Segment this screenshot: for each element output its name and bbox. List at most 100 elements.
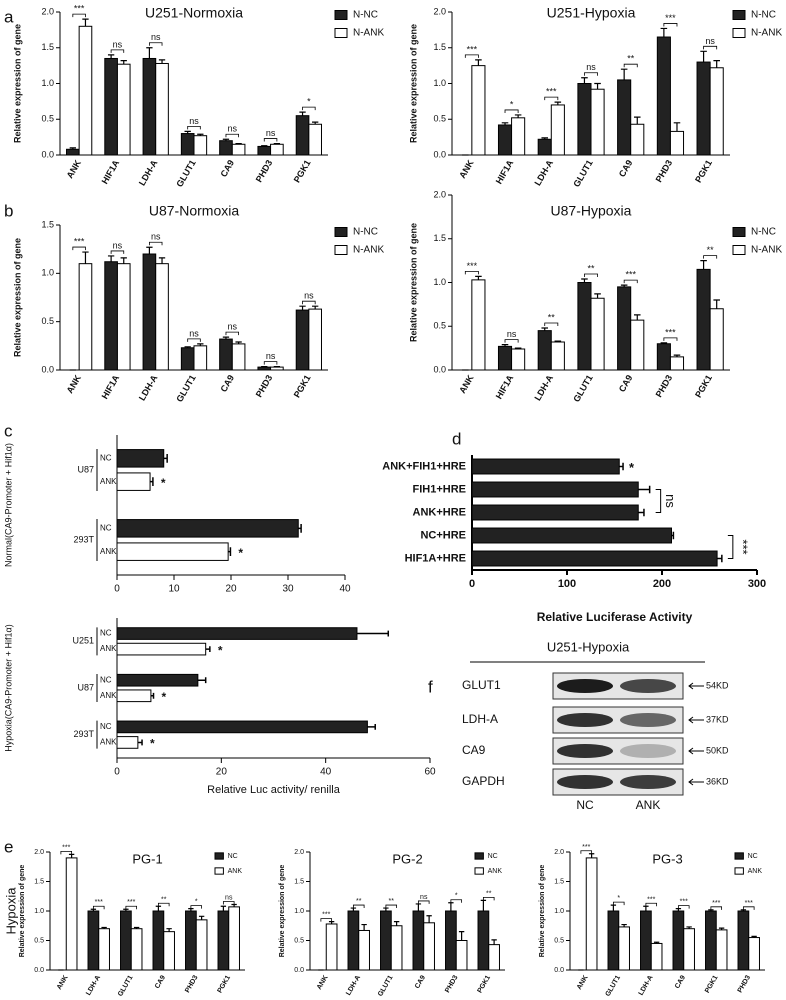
error-bar [475, 59, 482, 66]
error-bar [150, 477, 154, 487]
sig-bracket [612, 901, 625, 906]
x-tick-label: PHD3 [654, 158, 675, 184]
sig-bracket [190, 905, 203, 909]
sig-label: *** [680, 899, 688, 906]
bar [607, 910, 620, 971]
sig-bracket [225, 133, 240, 138]
sig-label: *** [467, 261, 478, 271]
sig-bracket [187, 126, 201, 130]
sig-label: *** [647, 896, 655, 903]
blot-band [557, 713, 613, 727]
chart-title: U87-Normoxia [149, 203, 239, 219]
group-label: U87 [77, 464, 94, 474]
sig-label: ns [225, 895, 233, 902]
y-tick-label: 0.0 [41, 364, 54, 374]
legend-label: N-NC [751, 10, 776, 21]
sig-label: *** [582, 844, 590, 851]
sig-bracket [584, 273, 598, 277]
bar [270, 366, 284, 371]
sig-bracket [677, 905, 690, 909]
bar [116, 736, 139, 749]
group-label: 293T [73, 534, 94, 544]
sig-label: * [307, 97, 311, 107]
error-bar [298, 523, 302, 533]
sig-bracket [663, 23, 678, 27]
bar [577, 282, 592, 371]
sig-bracket [663, 337, 678, 341]
sig-bracket [157, 902, 170, 907]
sig-label: ns [228, 322, 238, 332]
legend-label: NC [228, 853, 238, 860]
error-bar [415, 903, 422, 911]
x-tick-label: ANK [65, 158, 84, 180]
error-bar [491, 939, 497, 945]
bar [630, 319, 645, 371]
bar [104, 261, 118, 371]
blot-column-label: NC [576, 798, 594, 812]
y-tick-label: 2.0 [41, 6, 54, 16]
side-label: Hypoxia [3, 887, 18, 935]
sig-label: * [161, 476, 166, 490]
bar [257, 145, 272, 156]
error-bar [228, 547, 232, 557]
group-label: U251 [72, 636, 94, 646]
sig-bracket [302, 300, 316, 305]
bar [497, 124, 513, 156]
y-axis-label: Relative expression of gene [539, 865, 546, 958]
y-tick-label: NC [100, 722, 112, 731]
y-tick-label: 0.0 [433, 364, 446, 374]
error-bar [653, 941, 660, 944]
y-tick-label: 2.0 [294, 849, 304, 856]
bar [116, 542, 229, 561]
sig-bracket [92, 905, 105, 910]
sig-bracket [703, 255, 718, 259]
x-tick-label: PHD3 [654, 373, 675, 399]
panel-label: a [4, 7, 14, 26]
sig-bracket [623, 63, 638, 68]
sig-bracket [125, 905, 138, 910]
y-tick-label: NC [100, 453, 112, 462]
sig-bracket [385, 904, 398, 909]
legend-label: N-NC [353, 227, 378, 238]
y-axis-label: Hypoxia(CA9-Promoter + Hif1α) [3, 624, 13, 752]
legend-swatch [334, 28, 348, 38]
y-tick-label: 1.5 [294, 878, 304, 885]
y-tick-label: 0.5 [554, 937, 564, 944]
error-bar [588, 853, 595, 858]
bar [709, 67, 724, 156]
y-tick-label: ANK [100, 547, 117, 556]
error-bar [367, 723, 376, 730]
error-bar [235, 142, 242, 145]
error-bar [146, 47, 153, 59]
x-tick-label: LDH-A [137, 373, 160, 403]
sig-label: *** [735, 539, 750, 554]
bar [737, 910, 750, 971]
error-bar [448, 902, 454, 911]
x-tick-label: GLUT1 [377, 974, 395, 997]
bar [308, 308, 322, 371]
bar [488, 944, 500, 971]
y-axis-label: Relative expression of gene [12, 24, 22, 143]
sig-label: ns [151, 232, 161, 242]
legend-swatch [732, 245, 746, 255]
bar [748, 937, 760, 971]
bar [471, 550, 718, 567]
y-tick-label: 0.5 [433, 321, 446, 331]
bar [78, 25, 93, 156]
sig-bracket [504, 109, 519, 113]
sig-label: ns [705, 36, 715, 46]
sig-label: * [195, 899, 198, 906]
legend-label: N-ANK [353, 28, 384, 39]
x-tick-label: 300 [748, 578, 766, 590]
blot-arrow [688, 778, 704, 786]
bar [550, 341, 565, 371]
bar [116, 263, 131, 371]
x-tick-label: PGK1 [693, 373, 714, 399]
y-tick-label: ANK [100, 691, 117, 700]
y-tick-label: 2.0 [433, 6, 446, 16]
x-tick-label: CA9 [154, 974, 167, 990]
legend-swatch [334, 227, 348, 237]
error-bar [261, 145, 268, 147]
